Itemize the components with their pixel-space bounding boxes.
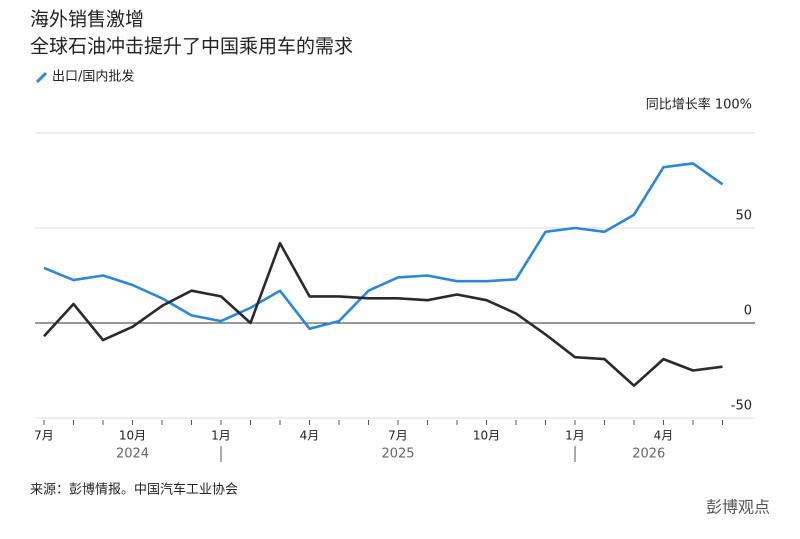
year-label: 2024 <box>116 447 149 462</box>
chart-subtitle: 全球石油冲击提升了中国乘用车的需求 <box>30 36 353 58</box>
x-tick-label: 1月 <box>565 429 585 443</box>
x-tick-label: 10月 <box>119 429 146 443</box>
x-tick-label: 7月 <box>34 429 54 443</box>
x-tick-label: 4月 <box>654 429 674 443</box>
chart-title: 海外销售激增 <box>30 9 144 31</box>
x-tick-label: 10月 <box>473 429 500 443</box>
y-tick-label: 同比增长率 100% <box>646 97 752 113</box>
y-tick-label: 50 <box>735 209 752 224</box>
legend-swatch <box>35 71 48 84</box>
x-tick-label: 1月 <box>211 429 231 443</box>
source: 来源：彭博情报。中国汽车工业协会 <box>30 482 238 498</box>
legend-label: 出口/国内批发 <box>52 69 134 85</box>
watermark: 彭博观点 <box>706 498 770 517</box>
x-tick-label: 7月 <box>388 429 408 443</box>
year-label: 2025 <box>381 447 414 462</box>
series-line <box>43 241 723 387</box>
series-line <box>43 162 724 330</box>
year-label: 2026 <box>632 447 665 462</box>
y-tick-label: -50 <box>731 399 752 414</box>
x-tick-label: 4月 <box>300 429 320 443</box>
y-tick-label: 0 <box>744 304 752 319</box>
